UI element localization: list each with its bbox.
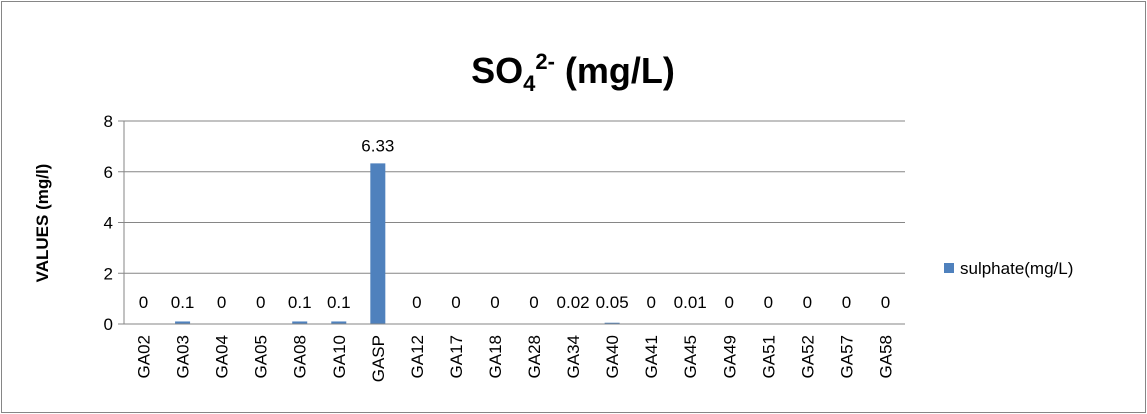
x-tick-label-GA02: GA02	[135, 335, 154, 378]
x-tick-label-GA40: GA40	[603, 335, 622, 378]
y-tick-label-1: 2	[104, 264, 113, 283]
data-label-GA10: 0.1	[327, 293, 351, 312]
y-axis-label: VALUES (mg/l)	[33, 164, 52, 283]
x-tick-label-GASP: GASP	[369, 335, 388, 382]
data-label-GA45: 0.01	[674, 293, 707, 312]
data-label-GA03: 0.1	[171, 293, 195, 312]
x-tick-label-GA10: GA10	[330, 335, 349, 378]
x-tick-label-GA49: GA49	[720, 335, 739, 378]
x-tick-label-GA05: GA05	[252, 335, 271, 378]
data-label-GA57: 0	[842, 293, 851, 312]
data-label-GA05: 0	[256, 293, 265, 312]
legend-swatch	[944, 263, 954, 273]
data-label-GA52: 0	[803, 293, 812, 312]
data-label-GA28: 0	[529, 293, 538, 312]
x-tick-label-GA08: GA08	[291, 335, 310, 378]
bar-GASP	[370, 163, 386, 324]
chart-title: SO42- (mg/L)	[471, 49, 675, 96]
bars	[175, 163, 698, 324]
x-tick-label-GA03: GA03	[174, 335, 193, 378]
y-axis: 0 2 4 6 8	[104, 112, 125, 334]
title-subscript: 4	[523, 71, 536, 96]
bar-GA10	[331, 321, 347, 324]
y-tick-label-2: 4	[104, 214, 113, 233]
x-tick-label-GA41: GA41	[642, 335, 661, 378]
data-label-GA51: 0	[764, 293, 773, 312]
data-label-GA34: 0.02	[557, 293, 590, 312]
y-tick-label-0: 0	[104, 315, 113, 334]
title-rest: (mg/L)	[555, 50, 675, 91]
data-labels: 0 0.1 0 0 0.1 0.1 6.33 0 0 0 0 0.02 0.05 0 0.01 0 0 0 0 0	[139, 136, 890, 312]
data-label-GA17: 0	[451, 293, 460, 312]
y-tick-label-4: 8	[104, 112, 113, 131]
x-tick-label-GA58: GA58	[876, 335, 895, 378]
bar-GA08	[292, 321, 308, 324]
data-label-GA49: 0	[725, 293, 734, 312]
data-label-GA58: 0	[881, 293, 890, 312]
x-tick-label-GA51: GA51	[759, 335, 778, 378]
title-main: SO	[471, 50, 523, 91]
x-tick-label-GA04: GA04	[213, 335, 232, 378]
x-tick-label-GA52: GA52	[798, 335, 817, 378]
data-label-GA04: 0	[217, 293, 226, 312]
legend: sulphate(mg/L)	[944, 259, 1073, 278]
data-label-GASP: 6.33	[361, 136, 394, 155]
data-label-GA40: 0.05	[596, 293, 629, 312]
data-label-GA18: 0	[490, 293, 499, 312]
bar-GA03	[175, 321, 191, 324]
x-tick-label-GA17: GA17	[447, 335, 466, 378]
title-superscript: 2-	[535, 49, 555, 74]
data-label-GA08: 0.1	[288, 293, 312, 312]
x-tick-label-GA18: GA18	[486, 335, 505, 378]
x-tick-label-GA57: GA57	[837, 335, 856, 378]
y-tick-label-3: 6	[104, 163, 113, 182]
legend-label: sulphate(mg/L)	[960, 259, 1073, 278]
bar-GA40	[604, 322, 620, 324]
x-tick-label-GA28: GA28	[525, 335, 544, 378]
x-axis: GA02 GA03 GA04 GA05 GA08 GA10 GASP GA12 GA17 GA18…	[124, 323, 905, 382]
data-label-GA41: 0	[646, 293, 655, 312]
x-tick-label-GA12: GA12	[408, 335, 427, 378]
data-label-GA02: 0	[139, 293, 148, 312]
x-tick-label-GA45: GA45	[681, 335, 700, 378]
x-tick-label-GA34: GA34	[564, 335, 583, 378]
data-label-GA12: 0	[412, 293, 421, 312]
